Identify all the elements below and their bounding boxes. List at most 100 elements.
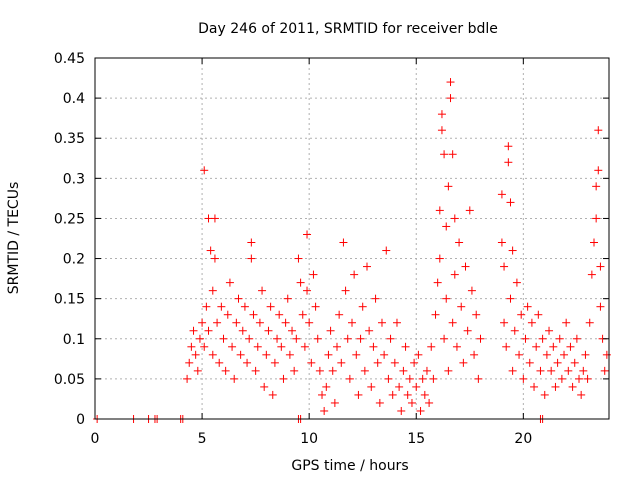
data-point xyxy=(253,342,262,351)
data-point xyxy=(592,182,601,191)
data-point xyxy=(390,358,399,367)
data-point xyxy=(399,366,408,375)
data-point xyxy=(590,238,599,247)
data-point xyxy=(405,374,414,383)
data-point xyxy=(403,390,412,399)
data-point xyxy=(292,334,301,343)
data-point xyxy=(290,366,299,375)
data-point xyxy=(579,366,588,375)
data-point xyxy=(243,358,252,367)
x-axis-label: GPS time / hours xyxy=(291,458,408,474)
data-point xyxy=(440,150,449,159)
data-point xyxy=(367,382,376,391)
data-point xyxy=(545,326,554,335)
data-point xyxy=(504,158,513,167)
data-point xyxy=(508,366,517,375)
data-point xyxy=(395,382,404,391)
data-point xyxy=(560,350,569,359)
data-point xyxy=(213,318,222,327)
data-point xyxy=(506,294,515,303)
data-point xyxy=(258,286,267,295)
data-point xyxy=(326,326,335,335)
data-point xyxy=(463,326,472,335)
data-point xyxy=(455,238,464,247)
data-point xyxy=(570,358,579,367)
data-point xyxy=(275,310,284,319)
data-point xyxy=(517,310,526,319)
data-point xyxy=(525,358,534,367)
data-point xyxy=(266,302,275,311)
y-axis-label: SRMTID / TECUs xyxy=(6,182,22,295)
data-point xyxy=(236,350,245,359)
data-point xyxy=(602,350,611,359)
data-point xyxy=(596,302,605,311)
data-point xyxy=(324,350,333,359)
data-point xyxy=(474,374,483,383)
data-point xyxy=(373,358,382,367)
data-point xyxy=(200,166,209,175)
data-point xyxy=(251,366,260,375)
data-point xyxy=(309,270,318,279)
data-point xyxy=(187,342,196,351)
data-point xyxy=(230,374,239,383)
data-point xyxy=(195,334,204,343)
data-point xyxy=(583,374,592,383)
data-point xyxy=(350,270,359,279)
data-point xyxy=(472,310,481,319)
data-point xyxy=(594,166,603,175)
data-point xyxy=(437,126,446,135)
data-point xyxy=(221,366,230,375)
data-point xyxy=(273,334,282,343)
data-point xyxy=(228,342,237,351)
data-point xyxy=(298,310,307,319)
plot-frame xyxy=(94,57,610,420)
data-point xyxy=(320,406,329,415)
data-point xyxy=(358,302,367,311)
data-point xyxy=(392,318,401,327)
data-point xyxy=(279,374,288,383)
data-point xyxy=(564,366,573,375)
data-point xyxy=(341,286,350,295)
data-point xyxy=(300,342,309,351)
data-point xyxy=(294,254,303,263)
data-point xyxy=(519,374,528,383)
data-point xyxy=(206,246,215,255)
data-point xyxy=(521,334,530,343)
data-point xyxy=(500,318,509,327)
y-tick-label: 0.15 xyxy=(54,292,85,308)
data-point xyxy=(555,334,564,343)
y-tick-label: 0 xyxy=(76,412,85,428)
data-point xyxy=(410,358,419,367)
data-point xyxy=(189,326,198,335)
y-tick-label: 0.1 xyxy=(63,332,85,348)
data-point xyxy=(461,262,470,271)
data-point xyxy=(596,262,605,271)
data-point xyxy=(247,238,256,247)
data-point xyxy=(470,350,479,359)
data-point xyxy=(382,246,391,255)
data-point xyxy=(303,286,312,295)
data-point xyxy=(450,270,459,279)
data-point xyxy=(333,342,342,351)
y-tick-label: 0.2 xyxy=(63,252,85,268)
data-point xyxy=(407,398,416,407)
y-tick-label: 0.3 xyxy=(63,171,85,187)
data-point xyxy=(247,254,256,263)
data-point xyxy=(384,374,393,383)
data-point xyxy=(437,110,446,119)
data-point xyxy=(183,374,192,383)
data-point xyxy=(416,406,425,415)
data-point xyxy=(232,318,241,327)
data-point xyxy=(281,318,290,327)
data-point xyxy=(534,310,543,319)
data-point xyxy=(476,334,485,343)
data-point xyxy=(185,358,194,367)
data-point xyxy=(497,238,506,247)
data-point xyxy=(343,334,352,343)
data-point xyxy=(307,358,316,367)
data-point xyxy=(532,342,541,351)
data-point xyxy=(397,406,406,415)
data-point xyxy=(219,334,228,343)
data-point xyxy=(193,366,202,375)
